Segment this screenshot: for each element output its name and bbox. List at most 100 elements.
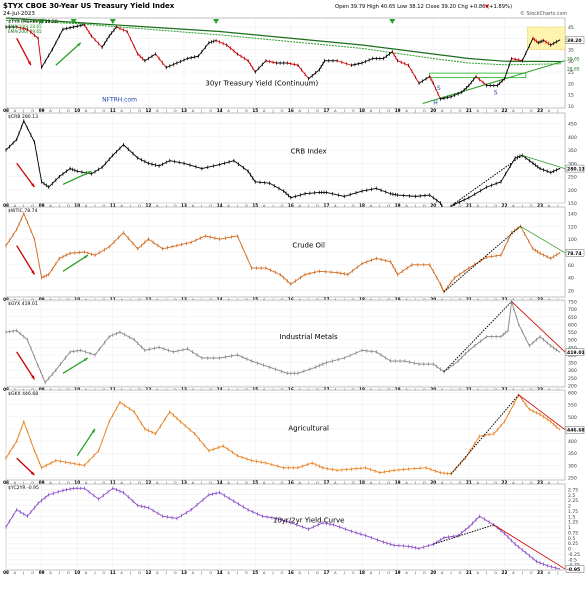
x-tick-month-gyx: O: [494, 387, 497, 392]
x-tick-month-gyx: O: [458, 387, 461, 392]
y-tick-label-wtic: 40: [568, 276, 574, 282]
series-segment-wtic: [205, 235, 220, 240]
trend-arrowhead-tyx: [76, 42, 81, 47]
x-tick-month-wtic: O: [316, 297, 319, 302]
x-tick-month-gkx: O: [530, 480, 533, 485]
series-segment-gyx: [518, 324, 530, 346]
trend-arrow-wtic: [62, 254, 89, 272]
series-segment-tyx: [297, 64, 309, 80]
data-point-gyx-1: [16, 329, 18, 332]
x-tick-year-tyx: 15: [252, 108, 258, 113]
data-point-gyx-23: [315, 366, 317, 368]
x-tick-month-crb: J: [556, 203, 558, 208]
down-triangle-icon: ▼: [485, 4, 489, 10]
data-point-gyx-14: [172, 351, 174, 353]
data-point-yc2yr-31: [418, 547, 420, 550]
x-tick-year-yc2yr: 18: [359, 570, 365, 575]
trend-arrowhead-wtic: [83, 255, 88, 259]
series-segment-gyx: [432, 363, 445, 373]
data-point-yc2yr-12: [147, 507, 150, 509]
series-segment-yc2yr: [48, 490, 64, 496]
x-tick-month-gkx: A: [334, 480, 337, 485]
series-segment-gkx: [34, 450, 43, 469]
x-tick-month-tyx: O: [458, 108, 461, 113]
data-point-tyx-48: [468, 84, 470, 87]
x-tick-month-gkx: A: [85, 480, 88, 485]
x-tick-month-tyx: J: [343, 108, 345, 113]
x-tick-month-gyx: A: [512, 387, 515, 392]
series-segment-wtic: [162, 245, 178, 250]
y-tick-label-yc2yr: 2: [568, 504, 571, 510]
data-point-gkx-1: [16, 440, 18, 442]
downtrend-line-gyx: [511, 301, 566, 353]
x-tick-month-crb: J: [343, 203, 345, 208]
data-point-tyx-54: [521, 60, 523, 62]
series-segment-yc2yr: [504, 533, 516, 545]
series-segment-crb: [326, 191, 345, 197]
series-segment-tyx: [208, 40, 217, 44]
x-tick-month-gkx: O: [280, 480, 283, 485]
x-tick-month-gkx: J: [129, 480, 131, 485]
x-tick-year-gkx: 08: [3, 480, 9, 485]
data-point-yc2yr-21: [275, 517, 278, 520]
x-tick-month-tyx: O: [138, 108, 141, 113]
x-tick-year-gkx: 12: [146, 480, 152, 485]
data-point-crb-40: [486, 186, 488, 188]
x-tick-month-gyx: J: [271, 387, 273, 392]
y-tick-label-yc2yr: 2.5: [568, 493, 575, 499]
x-tick-month-crb: A: [298, 203, 301, 208]
x-tick-year-tyx: 22: [502, 108, 508, 113]
x-tick-month-tyx: A: [120, 108, 123, 113]
series-segment-yc2yr: [479, 515, 495, 526]
series-segment-yc2yr: [27, 503, 39, 517]
data-point-wtic-26: [336, 271, 338, 274]
data-point-wtic-16: [190, 241, 192, 243]
data-point-gyx-17: [219, 357, 221, 359]
data-point-gkx-27: [350, 468, 352, 470]
resistance-box: [527, 26, 566, 50]
series-segment-gkx: [119, 401, 135, 413]
series-segment-crb: [344, 190, 363, 197]
data-point-tyx-25: [247, 60, 249, 62]
data-point-gyx-11: [133, 339, 135, 341]
y-tick-label-yc2yr: 0.25: [568, 541, 578, 547]
series-segment-yc2yr: [443, 535, 459, 539]
series-segment-wtic: [219, 235, 238, 240]
data-point-gyx-43: [559, 351, 561, 353]
series-segment-gkx: [169, 411, 181, 422]
series-segment-wtic: [70, 251, 85, 254]
y-tick-label-gkx: 400: [568, 439, 577, 445]
y-tick-label-tyx: 25: [568, 70, 574, 76]
x-tick-month-tyx: O: [494, 108, 497, 113]
annotation-label-1: S: [494, 90, 498, 97]
x-tick-month-tyx: J: [450, 108, 452, 113]
series-segment-gyx: [187, 348, 203, 359]
x-tick-month-gkx: O: [458, 480, 461, 485]
data-point-wtic-45: [559, 252, 561, 254]
x-tick-month-gkx: A: [227, 480, 230, 485]
x-tick-month-wtic: J: [556, 297, 558, 302]
downtrend-line-crb: [522, 154, 566, 169]
green-arrow-marker: [70, 19, 77, 24]
data-point-wtic-19: [236, 235, 239, 237]
data-point-wtic-34: [439, 283, 441, 285]
data-point-yc2yr-13: [162, 515, 164, 517]
data-point-tyx-34: [336, 60, 338, 62]
series-segment-wtic: [290, 274, 306, 285]
data-point-tyx-26: [254, 71, 256, 73]
x-tick-month-crb: O: [67, 203, 70, 208]
data-point-tyx-40: [397, 60, 399, 62]
x-tick-month-crb: J: [485, 203, 487, 208]
series-segment-wtic: [48, 258, 60, 275]
data-point-tyx-6: [62, 28, 64, 30]
x-tick-year-gkx: 19: [395, 480, 401, 485]
x-tick-month-gyx: O: [387, 387, 390, 392]
series-segment-yc2yr: [84, 487, 99, 500]
data-point-wtic-38: [486, 256, 488, 258]
x-tick-year-wtic: 18: [359, 297, 365, 302]
series-segment-gkx: [312, 462, 324, 469]
x-tick-year-gyx: 22: [502, 387, 508, 392]
series-segment-gkx: [133, 411, 146, 430]
y-tick-label-tyx: 15: [568, 93, 574, 99]
data-point-crb-10: [101, 166, 103, 168]
